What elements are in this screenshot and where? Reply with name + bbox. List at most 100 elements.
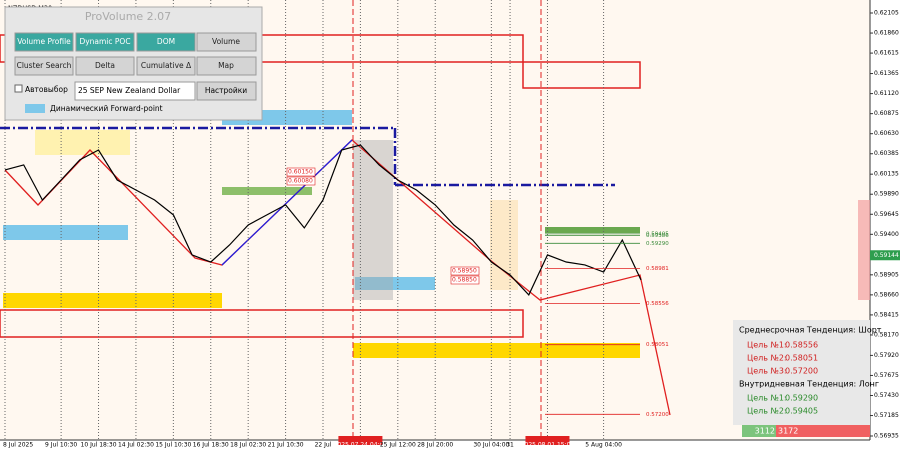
level-label: 0.59405 [646, 231, 669, 237]
y-tick-label: 0.58415 [874, 311, 899, 318]
plot: 0.62105 0.61860 0.61615 0.61365 0.61120 0.608… [3, 0, 900, 449]
x-tick-label: 9 Jul 10:30 [45, 442, 77, 449]
x-tick-label: 5 Aug 04:00 [585, 442, 622, 449]
zone [222, 187, 312, 195]
medium-term: Среднесрочная Тенденция: Шорт [739, 326, 882, 335]
footer-left: 3112 [755, 427, 775, 436]
target-label: Цель №2: [747, 407, 787, 416]
target-label: Цель №1: [747, 394, 787, 403]
y-tick-label: 0.60385 [874, 150, 899, 157]
level-label: 0.59386 [646, 233, 669, 239]
level-label: 0.57200 [646, 412, 669, 418]
intraday: Внутридневная Тенденция: Лонг [739, 380, 879, 389]
panel-button[interactable] [75, 56, 135, 76]
annotation: 0.60150 [288, 169, 313, 176]
button-label: Map [218, 61, 234, 70]
target-label: Цель №2: [747, 354, 787, 363]
annotation-box [450, 266, 480, 276]
x-tick-label: 25 Jul 12:00 [380, 442, 416, 449]
settings-text: Настройки [205, 86, 247, 95]
button-group: Volume Profile Dynamic POC DOM Volume Cluste… [14, 32, 257, 76]
y-tick-label: 0.57675 [874, 372, 899, 379]
time-highlight [338, 436, 383, 445]
zone [522, 61, 641, 89]
panel-title: ProVolume 2.07 [85, 10, 171, 23]
target-label: Цель №1: [747, 341, 787, 350]
annotation-box [286, 176, 316, 186]
footer-red [776, 425, 870, 437]
x-tick-label: 18 Jul 02:30 [230, 442, 266, 449]
level-label: 0.58556 [646, 301, 669, 307]
panel-button[interactable] [196, 56, 257, 76]
panel-button[interactable] [136, 32, 196, 52]
time-highlight [525, 436, 570, 445]
panel-button[interactable] [136, 56, 196, 76]
annotation-box [450, 275, 480, 285]
button-label: Delta [95, 61, 115, 70]
footer-right: 3172 [778, 427, 798, 436]
zone [3, 293, 222, 308]
y-tick-label: 0.61860 [874, 30, 899, 37]
y-tick-label: 0.58660 [874, 291, 899, 298]
y-tick-label: 0.62105 [874, 10, 899, 17]
panel-button[interactable] [196, 32, 257, 52]
panel-button[interactable] [14, 56, 74, 76]
last-price: 0.59144 [874, 252, 899, 259]
panel-button[interactable] [75, 32, 135, 52]
instrument-text: 25 SEP New Zealand Dollar [78, 86, 181, 95]
y-tick-label: 0.61120 [874, 90, 899, 97]
annotation: 0.58850 [452, 277, 477, 284]
zone [353, 343, 640, 358]
button-label: Dynamic POC [79, 37, 130, 46]
target-value: 0.58051 [785, 354, 818, 363]
y-tick-label: 0.57920 [874, 352, 899, 359]
x-tick-label: 10 Jul 18:30 [81, 442, 117, 449]
target-value: 0.58556 [785, 341, 818, 350]
checkbox[interactable] [14, 84, 23, 93]
target-value: 0.59405 [785, 407, 818, 416]
y-tick-label: 0.58170 [874, 331, 899, 338]
x-tick-label: 30 Jul 04:00 [473, 442, 509, 449]
y-tick-label: 0.61615 [874, 50, 899, 57]
level-label: 0.59290 [646, 241, 669, 247]
y-tick-label: 0.60875 [874, 110, 899, 117]
target-value: 0.59290 [785, 394, 818, 403]
forward-point-label: Динамический Forward-point [50, 104, 163, 113]
wave-line [221, 139, 353, 266]
zone [3, 225, 128, 240]
instrument-select[interactable] [74, 81, 196, 101]
x-tick-label: 2025.07.24 04:00 [334, 442, 388, 449]
zone [35, 130, 130, 155]
checkbox-label[interactable]: Автовыбор [25, 85, 68, 94]
x-tick-label: 8 Jul 2025 [3, 442, 33, 449]
price-line [4, 144, 642, 296]
zone [545, 227, 640, 233]
y-tick-label: 0.60630 [874, 130, 899, 137]
panel-button[interactable] [14, 32, 74, 52]
zone [355, 277, 435, 290]
level-label: 0.58051 [646, 342, 669, 348]
button-label: Volume [212, 37, 240, 46]
button-label: Volume Profile [17, 37, 71, 46]
volume-profile [353, 140, 393, 300]
x-tick-label: 16 Jul 18:30 [193, 442, 229, 449]
toggle[interactable] [25, 104, 45, 113]
settings-button[interactable] [196, 81, 257, 101]
info-box: Среднесрочная Тенденция: Шорт Внутриднев… [733, 320, 882, 437]
target-value: 0.57200 [785, 367, 818, 376]
button-label: Cumulative Δ [141, 61, 192, 70]
volume-profile [858, 200, 870, 300]
y-tick-label: 0.58905 [874, 271, 899, 278]
x-tick-label: 31 [506, 442, 514, 449]
provolume-panel: ProVolume 2.07 Volume Profile Dynamic POC… [4, 6, 263, 121]
annotation: 0.58950 [452, 268, 477, 275]
target-label: Цель №3: [747, 367, 787, 376]
level-label: 0.58981 [646, 266, 669, 272]
annotation: 0.60080 [288, 178, 313, 185]
y-tick-label: 0.59645 [874, 211, 899, 218]
button-label: Cluster Search [17, 61, 72, 70]
button-label: DOM [157, 37, 175, 46]
y-tick-label: 0.59890 [874, 191, 899, 198]
y-tick-label: 0.57430 [874, 392, 899, 399]
zone [490, 200, 518, 290]
